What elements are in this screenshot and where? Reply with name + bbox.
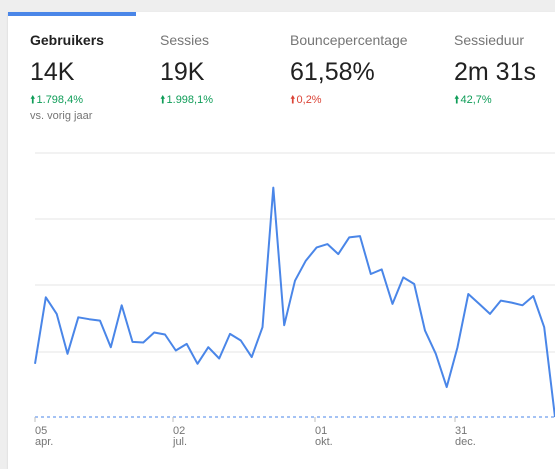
x-tick-day-label: 31 — [455, 425, 467, 437]
tab-users-content: Gebruikers 14K 🠙1.798,4% vs. vorig jaar — [30, 16, 130, 127]
duration-change-value: 42,7% — [460, 94, 492, 106]
tab-sessions[interactable]: Sessies 19K 🠙1.998,1% — [160, 12, 280, 127]
sessions-change-value: 1.998,1% — [166, 94, 213, 106]
users-change-value: 1.798,4% — [36, 94, 83, 106]
tab-users[interactable]: Gebruikers 14K 🠙1.798,4% vs. vorig jaar — [8, 12, 136, 127]
bounce-change-value: 0,2% — [296, 94, 322, 106]
arrow-up-icon: 🠙 — [160, 94, 166, 106]
tab-session-duration[interactable]: Sessieduur 2m 31s 🠙42,7% — [454, 12, 555, 127]
bounce-label: Bouncepercentage — [290, 32, 408, 48]
sessions-change: 🠙1.998,1% — [160, 91, 213, 110]
bounce-change: 🠙0,2% — [290, 91, 322, 110]
metrics-card: Gebruikers 14K 🠙1.798,4% vs. vorig jaar … — [8, 12, 555, 469]
arrow-up-icon: 🠙 — [30, 94, 36, 106]
series-line — [34, 186, 555, 418]
duration-label: Sessieduur — [454, 32, 525, 48]
x-tick-month-label: okt. — [315, 436, 333, 448]
duration-value: 2m 31s — [454, 58, 536, 86]
x-tick-day-label: 02 — [173, 425, 185, 437]
users-change: 🠙1.798,4% — [30, 91, 83, 110]
x-tick-month-label: jul. — [172, 436, 187, 448]
tab-bounce-rate[interactable]: Bouncepercentage 61,58% 🠙0,2% — [290, 12, 440, 127]
x-tick-month-label: apr. — [35, 436, 53, 448]
x-tick-day-label: 05 — [35, 425, 47, 437]
sessions-value: 19K — [160, 58, 205, 86]
duration-change: 🠙42,7% — [454, 91, 492, 110]
x-tick-day-label: 01 — [315, 425, 327, 437]
x-tick-month-label: dec. — [455, 436, 476, 448]
bounce-value: 61,58% — [290, 58, 375, 86]
users-value: 14K — [30, 58, 75, 86]
users-compare: vs. vorig jaar — [30, 110, 93, 122]
sessions-label: Sessies — [160, 32, 210, 48]
arrow-up-icon: 🠙 — [290, 94, 296, 106]
users-label: Gebruikers — [30, 32, 104, 48]
arrow-up-icon: 🠙 — [454, 94, 460, 106]
